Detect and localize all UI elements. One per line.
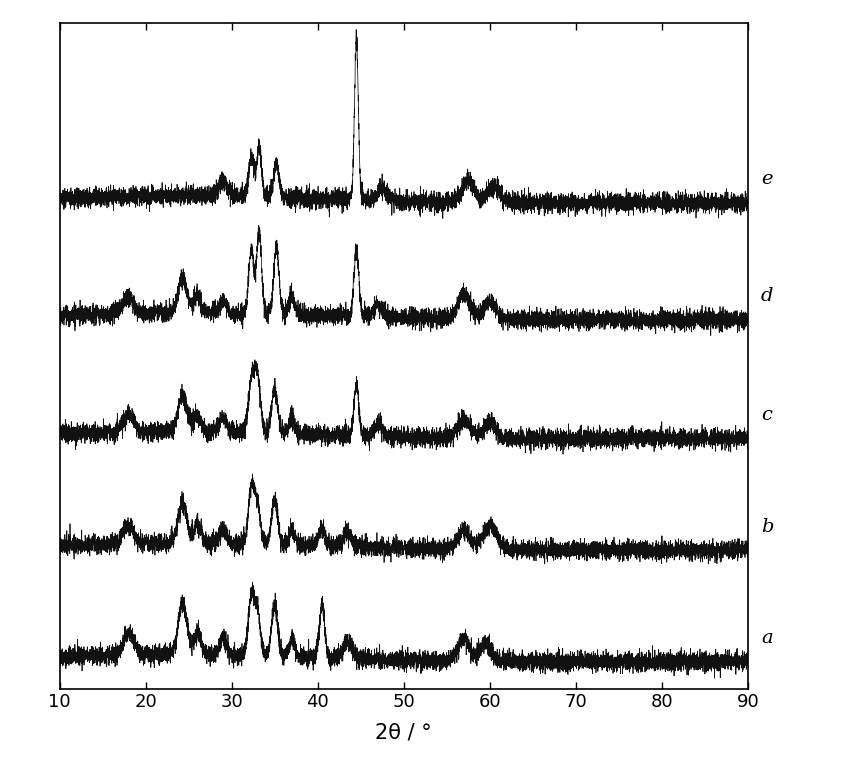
Text: c: c (761, 406, 772, 424)
Text: e: e (761, 171, 773, 188)
Text: b: b (761, 518, 774, 536)
X-axis label: 2θ / °: 2θ / ° (376, 722, 432, 743)
Text: d: d (761, 288, 774, 305)
Text: a: a (761, 629, 773, 647)
